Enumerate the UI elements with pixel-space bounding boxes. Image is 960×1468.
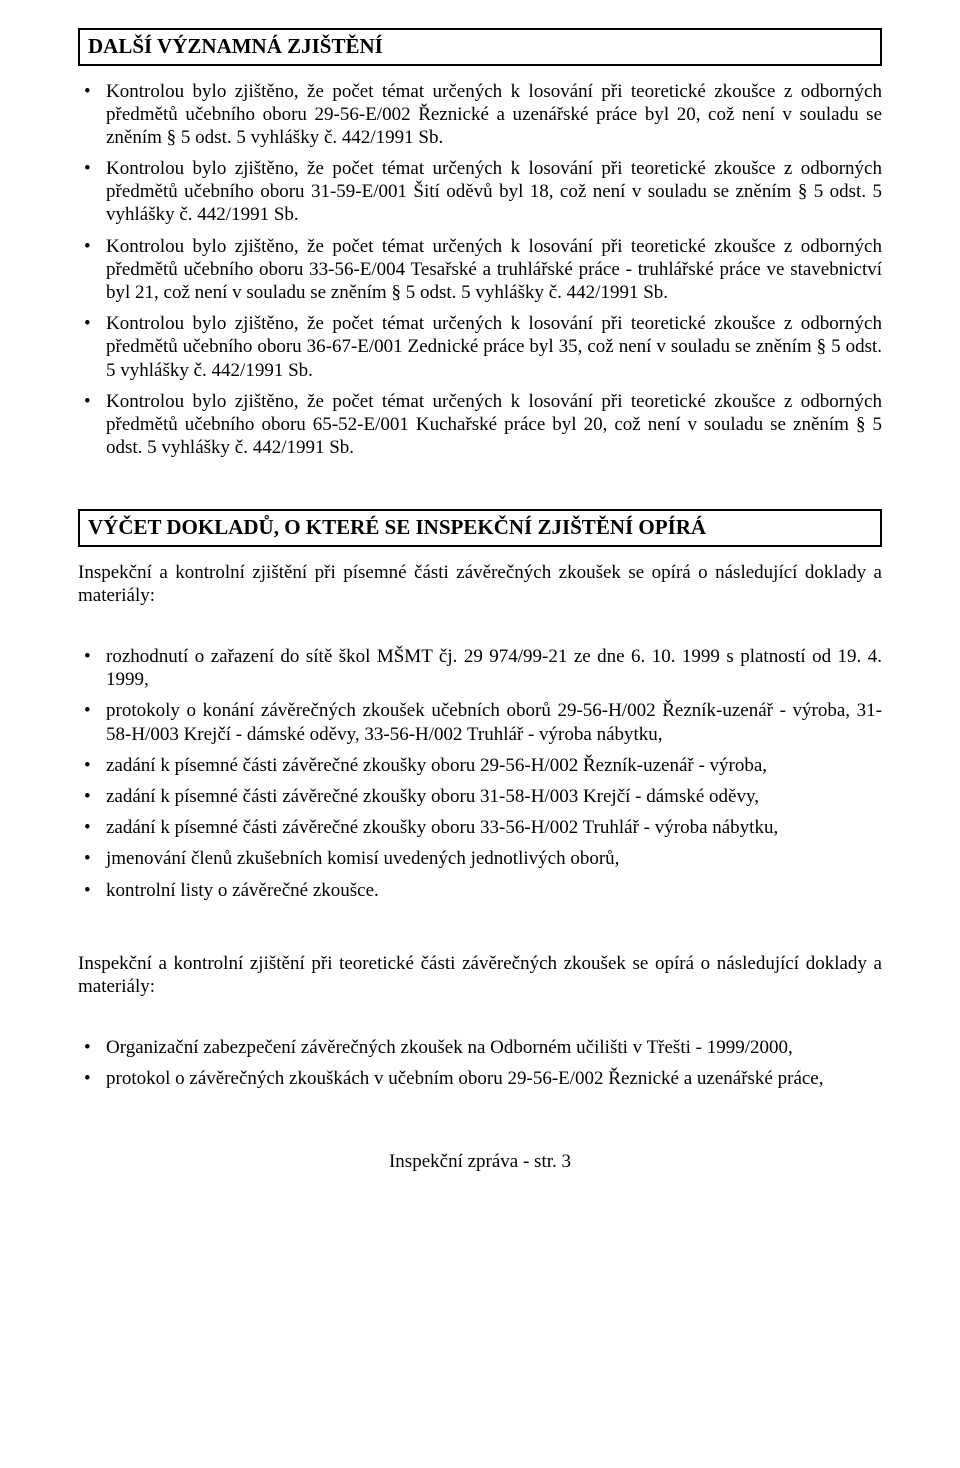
- list-item: zadání k písemné části závěrečné zkoušky…: [78, 816, 882, 839]
- list-item: protokoly o konání závěrečných zkoušek u…: [78, 699, 882, 745]
- list-item: protokol o závěrečných zkouškách v učebn…: [78, 1067, 882, 1090]
- list-item: rozhodnutí o zařazení do sítě škol MŠMT …: [78, 645, 882, 691]
- list-item: Kontrolou bylo zjištěno, že počet témat …: [78, 157, 882, 227]
- section1-heading: DALŠÍ VÝZNAMNÁ ZJIŠTĚNÍ: [88, 34, 872, 60]
- section1-bullets: Kontrolou bylo zjištěno, že počet témat …: [78, 80, 882, 460]
- section2-bullets: rozhodnutí o zařazení do sítě škol MŠMT …: [78, 645, 882, 902]
- spacer: [78, 1014, 882, 1036]
- list-item: Kontrolou bylo zjištěno, že počet témat …: [78, 235, 882, 305]
- section2-intro: Inspekční a kontrolní zjištění při písem…: [78, 561, 882, 607]
- section2-heading: VÝČET DOKLADŮ, O KTERÉ SE INSPEKČNÍ ZJIŠ…: [88, 515, 872, 541]
- list-item: Organizační zabezpečení závěrečných zkou…: [78, 1036, 882, 1059]
- list-item: Kontrolou bylo zjištěno, že počet témat …: [78, 390, 882, 460]
- list-item: Kontrolou bylo zjištěno, že počet témat …: [78, 312, 882, 382]
- page: DALŠÍ VÝZNAMNÁ ZJIŠTĚNÍ Kontrolou bylo z…: [0, 0, 960, 1468]
- section2-heading-box: VÝČET DOKLADŮ, O KTERÉ SE INSPEKČNÍ ZJIŠ…: [78, 509, 882, 547]
- spacer: [78, 922, 882, 952]
- section2-bullets2: Organizační zabezpečení závěrečných zkou…: [78, 1036, 882, 1090]
- list-item: kontrolní listy o závěrečné zkoušce.: [78, 879, 882, 902]
- list-item: zadání k písemné části závěrečné zkoušky…: [78, 754, 882, 777]
- spacer: [78, 623, 882, 645]
- page-footer: Inspekční zpráva - str. 3: [78, 1150, 882, 1173]
- section2-intro2: Inspekční a kontrolní zjištění při teore…: [78, 952, 882, 998]
- section1-heading-box: DALŠÍ VÝZNAMNÁ ZJIŠTĚNÍ: [78, 28, 882, 66]
- list-item: jmenování členů zkušebních komisí uveden…: [78, 847, 882, 870]
- list-item: Kontrolou bylo zjištěno, že počet témat …: [78, 80, 882, 150]
- spacer: [78, 479, 882, 509]
- list-item: zadání k písemné části závěrečné zkoušky…: [78, 785, 882, 808]
